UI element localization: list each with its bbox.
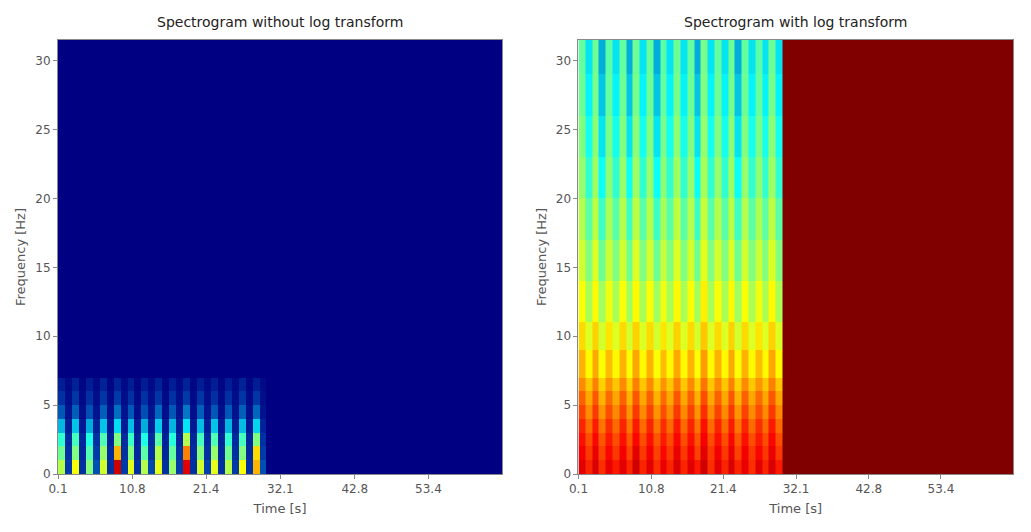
svg-text:0: 0 xyxy=(563,467,571,481)
svg-text:15: 15 xyxy=(35,261,50,275)
svg-text:53.4: 53.4 xyxy=(928,482,955,496)
svg-text:20: 20 xyxy=(556,192,571,206)
svg-text:5: 5 xyxy=(43,398,51,412)
svg-text:30: 30 xyxy=(556,54,571,68)
svg-text:53.4: 53.4 xyxy=(415,482,442,496)
svg-text:10: 10 xyxy=(35,329,50,343)
svg-text:15: 15 xyxy=(556,261,571,275)
svg-text:25: 25 xyxy=(35,123,50,137)
svg-text:20: 20 xyxy=(35,192,50,206)
svg-text:Time [s]: Time [s] xyxy=(768,501,822,516)
svg-text:30: 30 xyxy=(35,54,50,68)
svg-text:0.1: 0.1 xyxy=(569,482,588,496)
svg-text:Spectrogram with log transform: Spectrogram with log transform xyxy=(684,14,907,30)
svg-text:21.4: 21.4 xyxy=(710,482,737,496)
svg-text:32.1: 32.1 xyxy=(267,482,294,496)
svg-text:Frequency [Hz]: Frequency [Hz] xyxy=(13,208,28,306)
svg-text:Time [s]: Time [s] xyxy=(253,501,307,516)
svg-text:Frequency [Hz]: Frequency [Hz] xyxy=(534,208,549,306)
svg-text:21.4: 21.4 xyxy=(193,482,220,496)
svg-text:0: 0 xyxy=(43,467,51,481)
svg-text:10: 10 xyxy=(556,329,571,343)
svg-text:32.1: 32.1 xyxy=(783,482,810,496)
svg-text:5: 5 xyxy=(563,398,571,412)
svg-text:25: 25 xyxy=(556,123,571,137)
svg-text:10.8: 10.8 xyxy=(119,482,146,496)
svg-text:42.8: 42.8 xyxy=(341,482,368,496)
svg-text:42.8: 42.8 xyxy=(855,482,882,496)
svg-text:0.1: 0.1 xyxy=(48,482,67,496)
svg-text:Spectrogram without log transf: Spectrogram without log transform xyxy=(157,14,403,30)
svg-text:10.8: 10.8 xyxy=(638,482,665,496)
